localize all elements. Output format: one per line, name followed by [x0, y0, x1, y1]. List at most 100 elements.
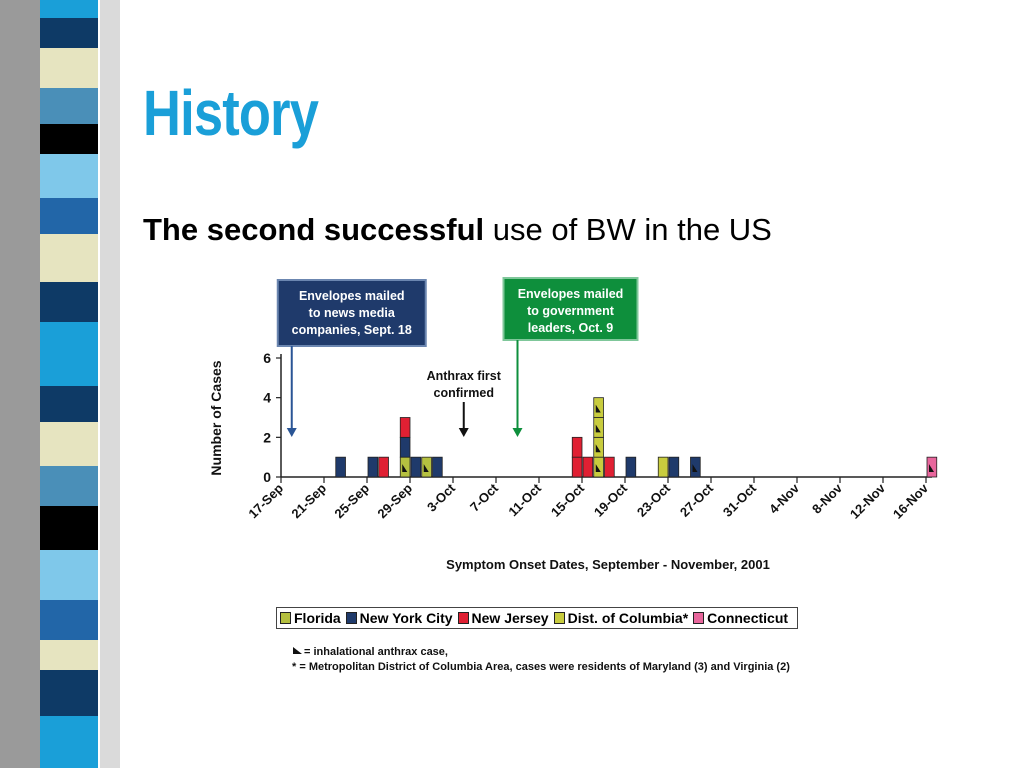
bar-segment [604, 456, 615, 478]
bar-segment [399, 456, 411, 478]
footnote-text-1: = inhalational anthrax case, [304, 646, 448, 658]
legend-swatch [457, 612, 469, 624]
annotation-news-media-text: to news media [309, 306, 396, 320]
legend-item: Connecticut [693, 610, 788, 626]
sidebar-strip [40, 716, 98, 754]
sidebar-strip [40, 754, 98, 768]
inhalational-marker [595, 424, 601, 433]
x-tick-label: 8-Nov [809, 480, 846, 517]
y-tick-label: 4 [263, 390, 271, 406]
sidebar-strip [40, 670, 98, 716]
y-tick-label: 6 [263, 350, 271, 366]
bar-segment [593, 456, 604, 478]
sidebar-strip [40, 550, 98, 600]
annotation-government-text: to government [527, 304, 615, 318]
x-tick-label: 7-Oct [467, 480, 502, 515]
decorative-sidebar [0, 0, 120, 768]
x-tick-label: 4-Nov [766, 480, 803, 517]
x-tick-label: 19-Oct [591, 480, 631, 520]
sidebar-strip [40, 466, 98, 506]
bar-segment [668, 456, 680, 478]
y-tick-label: 2 [263, 429, 271, 445]
bar-segment [571, 436, 583, 458]
inhalational-marker-icon [293, 647, 302, 654]
inhalational-marker [692, 464, 698, 473]
anthrax-cases-chart: 0 2 4 6 Number of Cases 17-Sep 21-Sep 25-Sep 29-… [208, 277, 938, 572]
x-tick-label: 16-Nov [890, 480, 932, 522]
bar-segment [690, 456, 701, 478]
subtitle-rest: use of BW in the US [484, 212, 772, 247]
sidebar-strip [40, 506, 98, 550]
bar-segment [593, 417, 604, 438]
x-tick-label: 17-Sep [245, 480, 286, 521]
annotation-anthrax-confirmed-text: Anthrax first [427, 369, 502, 383]
sidebar-shadow [0, 0, 42, 768]
sidebar-strip [40, 88, 98, 124]
annotation-news-media: Envelopes mailed to news media companies, … [276, 279, 427, 437]
sidebar-strip [40, 18, 98, 48]
sidebar-strip [40, 124, 98, 154]
bar-segment [432, 456, 443, 478]
annotation-government-text: leaders, Oct. 9 [528, 321, 614, 335]
sidebar-strip [40, 282, 98, 322]
footnote-text-2: * = Metropolitan District of Columbia Ar… [292, 661, 790, 673]
inhalational-marker [595, 444, 601, 453]
legend-item: Dist. of Columbia* [553, 610, 688, 626]
sidebar-strip [40, 422, 98, 466]
slide-subtitle: The second successful use of BW in the U… [143, 212, 772, 248]
annotation-government-box [502, 277, 639, 341]
annotation-news-media-arrowhead-icon [286, 428, 297, 437]
bar-segment [625, 456, 637, 478]
bar-segment [593, 397, 604, 418]
bar-segment [399, 417, 411, 438]
y-axis-label: Number of Cases [208, 360, 224, 475]
sidebar-strip [40, 356, 98, 386]
x-axis-label: Symptom Onset Dates, September - Novembe… [446, 557, 770, 572]
inhalational-marker [929, 464, 934, 473]
annotation-news-media-box [276, 279, 427, 347]
annotation-government-arrowhead-icon [512, 428, 523, 437]
sidebar-strip [40, 386, 98, 422]
sidebar-strip [40, 600, 98, 640]
inhalational-marker [402, 464, 408, 473]
sidebar-strip [40, 322, 98, 356]
legend-label: New Jersey [471, 610, 549, 626]
slide-title: History [143, 77, 319, 149]
sidebar-strip [40, 234, 98, 282]
inhalational-marker [595, 404, 601, 413]
sidebar-strip [40, 198, 98, 234]
sidebar-strip [40, 640, 98, 670]
bar-segment [421, 456, 432, 478]
legend-label: Connecticut [707, 610, 789, 626]
x-tick-label: 27-Oct [677, 480, 717, 520]
footnote-dc: * = Metropolitan District of Columbia Ar… [292, 660, 790, 675]
legend-label: Florida [294, 610, 341, 626]
bar-segment [582, 456, 594, 478]
bar-segment [410, 456, 422, 478]
x-tick-label: 3-Oct [424, 480, 459, 515]
legend-swatch [280, 612, 291, 624]
x-tick-label: 29-Sep [374, 480, 415, 521]
chart-legend: Florida New York City New Jersey Dist. of C… [276, 607, 799, 629]
sidebar-strip [40, 48, 98, 88]
legend-item: Florida [280, 610, 341, 626]
x-tick-label: 15-Oct [548, 480, 588, 520]
x-tick-label: 23-Oct [634, 480, 674, 520]
annotation-anthrax-confirmed: Anthrax first confirmed [427, 369, 502, 437]
bar-segment [926, 456, 938, 478]
footnote-inhalational: = inhalational anthrax case, [292, 645, 790, 660]
bar-segment [367, 456, 379, 478]
y-tick-label: 0 [263, 469, 271, 485]
legend-item: New Jersey [457, 610, 549, 626]
legend-item: New York City [345, 610, 453, 626]
bar-segment [657, 456, 669, 478]
annotation-government: Envelopes mailed to government leaders, Oc… [502, 277, 639, 437]
inhalational-marker [595, 464, 601, 473]
annotation-government-text: Envelopes mailed [518, 287, 624, 301]
bar-segment [593, 436, 604, 458]
legend-swatch [553, 612, 565, 624]
x-tick-label: 11-Oct [505, 480, 544, 519]
bar-segment [571, 456, 583, 478]
bar-segment [378, 456, 389, 478]
legend-swatch [693, 612, 705, 624]
